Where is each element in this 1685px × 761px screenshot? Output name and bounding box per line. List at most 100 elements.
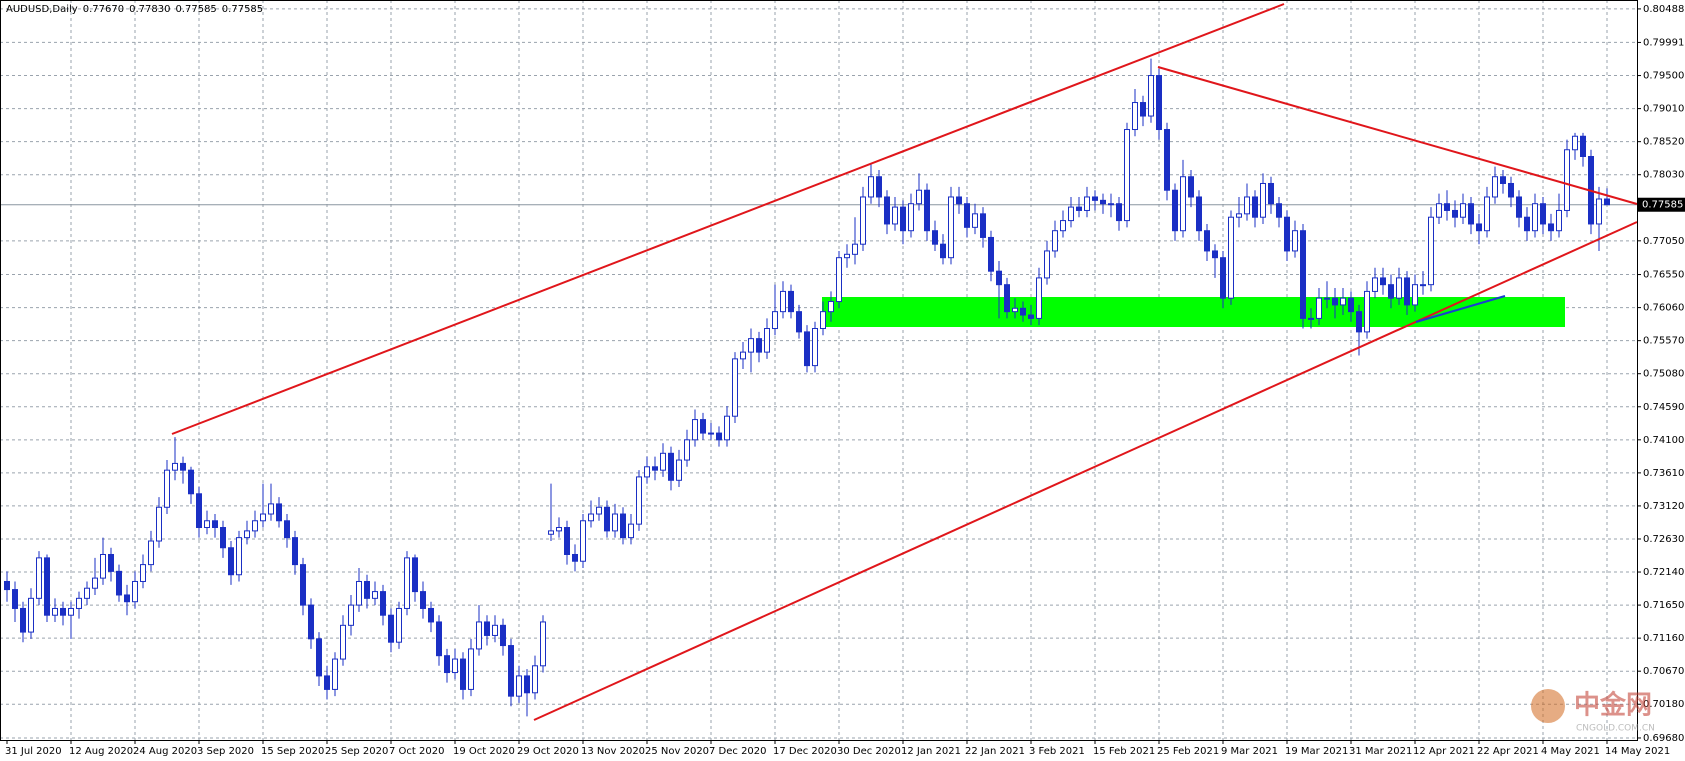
candle-body — [788, 290, 794, 313]
candles — [4, 58, 1610, 717]
candle-body — [500, 624, 506, 647]
candle-body — [652, 466, 658, 471]
candle-body — [1052, 230, 1058, 252]
candle-body — [1380, 277, 1386, 286]
candle-body — [780, 290, 786, 313]
candle-body — [1476, 223, 1482, 232]
y-tick-label: 0.71650 — [1643, 600, 1684, 611]
candle-body — [1156, 75, 1162, 131]
watermark-subtext: CNGOLD.COM.CN — [1576, 724, 1655, 734]
candle-body — [604, 506, 610, 532]
candle-body — [692, 419, 698, 441]
x-tick-label: 31 Mar 2021 — [1349, 746, 1412, 757]
x-tick-label: 12 Jan 2021 — [901, 746, 961, 757]
chart-header: AUDUSD,Daily 0.77670 0.77830 0.77585 0.77585 — [6, 4, 263, 15]
candle-body — [1212, 250, 1218, 259]
candle-body — [684, 439, 690, 461]
x-tick-label: 25 Sep 2020 — [325, 746, 388, 757]
y-tick-label: 0.75570 — [1643, 336, 1684, 347]
candle-body — [836, 257, 842, 303]
y-tick-label: 0.79991 — [1643, 37, 1684, 48]
candle-body — [292, 537, 298, 566]
candle-body — [172, 462, 178, 471]
candle-body — [140, 564, 146, 582]
candle-body — [364, 580, 370, 599]
y-tick-label: 0.73610 — [1643, 468, 1684, 479]
y-tick-label: 0.74100 — [1643, 435, 1684, 446]
candle-body — [1196, 196, 1202, 232]
candle-body — [716, 432, 722, 441]
y-tick-label: 0.80488 — [1643, 4, 1684, 15]
candle-body — [812, 328, 818, 367]
candle-body — [1220, 257, 1226, 299]
candle-body — [1364, 290, 1370, 333]
x-tick-label: 13 Nov 2020 — [581, 746, 645, 757]
candle-body — [268, 503, 274, 515]
quote: 0.77585 — [222, 4, 263, 15]
candle-body — [644, 466, 650, 478]
candle-body — [540, 621, 546, 667]
candle-body — [1076, 206, 1082, 211]
candle-body — [932, 230, 938, 245]
candle-body — [308, 604, 314, 640]
candle-body — [108, 553, 114, 572]
candle-body — [516, 675, 522, 697]
candle-body — [12, 589, 18, 609]
candle-body — [612, 513, 618, 532]
candle-body — [804, 331, 810, 367]
candle-body — [532, 665, 538, 694]
candle-body — [1500, 176, 1506, 184]
candle-body — [1020, 307, 1026, 316]
candle-body — [508, 645, 514, 697]
candle-body — [76, 597, 82, 609]
candle-body — [1452, 209, 1458, 218]
candle-body — [1268, 182, 1274, 205]
candle-body — [452, 658, 458, 674]
last-price-label: 0.77585 — [1642, 200, 1683, 211]
candle-body — [1444, 203, 1450, 211]
candle-body — [236, 537, 242, 576]
candle-body — [1556, 209, 1562, 232]
candle-body — [548, 530, 554, 535]
candle-body — [412, 557, 418, 593]
x-tick-label: 12 Aug 2020 — [69, 746, 133, 757]
quote: 0.77585 — [175, 4, 216, 15]
x-tick-label: 25 Feb 2021 — [1157, 746, 1219, 757]
candle-body — [884, 196, 890, 225]
candle-body — [340, 624, 346, 660]
candle-body — [228, 547, 234, 576]
candle-body — [964, 203, 970, 228]
x-tick-label: 25 Nov 2020 — [645, 746, 709, 757]
candle-body — [596, 506, 602, 515]
candle-body — [420, 591, 426, 609]
watermark: 中金网 CNGOLD.COM.CN — [1531, 689, 1655, 734]
candle-body — [676, 459, 682, 481]
y-tick-label: 0.72140 — [1643, 567, 1684, 578]
candle-body — [300, 564, 306, 606]
candle-body — [316, 638, 322, 677]
candle-body — [820, 311, 826, 330]
candle-body — [956, 196, 962, 205]
candle-body — [1188, 176, 1194, 198]
candle-body — [660, 452, 666, 471]
candle-body — [180, 462, 186, 471]
y-tick-label: 0.77050 — [1643, 236, 1684, 247]
candle-body — [940, 243, 946, 259]
candle-body — [636, 476, 642, 525]
candle-body — [276, 503, 282, 522]
candle-body — [1108, 203, 1114, 206]
candle-body — [1604, 198, 1610, 206]
y-tick-label: 0.78520 — [1643, 137, 1684, 148]
candle-body — [396, 607, 402, 643]
candle-body — [1540, 203, 1546, 225]
candle-body — [28, 597, 34, 633]
x-tick-label: 30 Dec 2020 — [837, 746, 901, 757]
candle-body — [1172, 189, 1178, 232]
candle-body — [556, 527, 562, 532]
candle-body — [844, 253, 850, 259]
candle-body — [44, 557, 50, 616]
candle-body — [124, 594, 130, 603]
candle-body — [1508, 182, 1514, 198]
